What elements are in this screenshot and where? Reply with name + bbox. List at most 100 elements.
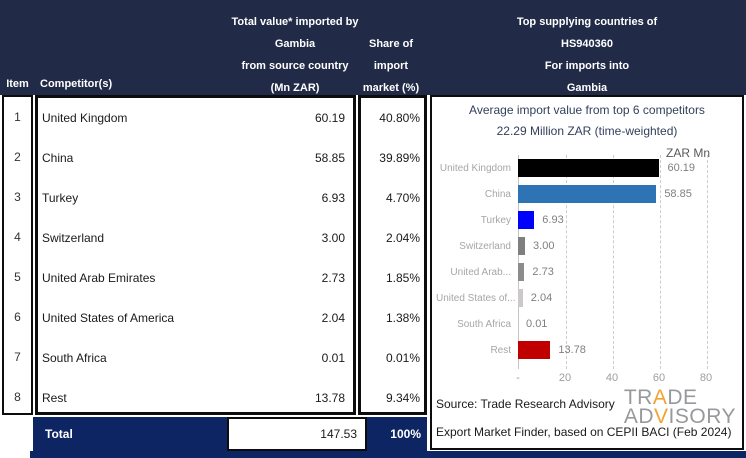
header-line: For imports into bbox=[544, 60, 630, 72]
chart-row: United Kingdom 60.19 bbox=[436, 155, 726, 181]
bar bbox=[518, 237, 526, 255]
bar bbox=[518, 159, 660, 177]
bar-value-label: 2.73 bbox=[532, 266, 554, 278]
share-cell: 1.85% bbox=[385, 271, 420, 285]
value-cell: 60.19 bbox=[314, 111, 345, 125]
table-row: United States of America 2.04 bbox=[38, 298, 353, 338]
competitor-name: United Kingdom bbox=[42, 111, 128, 125]
item-number: 3 bbox=[14, 190, 21, 204]
item-number: 4 bbox=[14, 230, 21, 244]
competitor-name: Rest bbox=[42, 391, 67, 405]
logo-accent-letter: A bbox=[652, 386, 668, 409]
chart-row: United States of... 2.04 bbox=[436, 285, 726, 311]
category-label: Turkey bbox=[480, 214, 511, 226]
gridline bbox=[613, 155, 614, 369]
competitor-name: China bbox=[42, 151, 74, 165]
bar bbox=[518, 341, 551, 359]
share-cell: 4.70% bbox=[385, 191, 420, 205]
item-number: 2 bbox=[14, 150, 21, 164]
bar bbox=[518, 211, 535, 229]
col-header-competitor: Competitor(s) bbox=[40, 78, 113, 90]
logo-line-1: TRADE bbox=[623, 386, 736, 409]
item-number: 6 bbox=[14, 310, 21, 324]
bar-area: 60.19 bbox=[518, 155, 726, 181]
bar-rows: United Kingdom 60.19 China 58.85 Turkey 6.93 S… bbox=[436, 155, 726, 363]
table-row: Rest 13.78 bbox=[38, 378, 353, 412]
chart-row: Switzerland 3.00 bbox=[436, 233, 726, 259]
category-label: China bbox=[484, 188, 511, 200]
share-cell: 40.80% bbox=[379, 111, 420, 125]
category-label: United Kingdom bbox=[439, 162, 511, 174]
header-line: (Mn ZAR) bbox=[270, 82, 320, 94]
bar-value-label: 3.00 bbox=[533, 240, 555, 252]
table-row: United Kingdom 60.19 bbox=[38, 98, 353, 138]
bar-area: 58.85 bbox=[518, 181, 726, 207]
total-label: Total bbox=[33, 417, 227, 451]
chart-panel: Average import value from top 6 competit… bbox=[430, 95, 744, 450]
logo-text: ISORY bbox=[668, 405, 736, 428]
logo-text: AD bbox=[623, 405, 655, 428]
item-column: 1 2 3 4 5 6 7 8 bbox=[2, 95, 33, 415]
chart-row: Rest 13.78 bbox=[436, 337, 726, 363]
bar bbox=[518, 263, 525, 281]
category-label: United States of... bbox=[436, 292, 516, 304]
chart-row: China 58.85 bbox=[436, 181, 726, 207]
header-line: Gambia bbox=[274, 38, 316, 50]
logo-text: TR bbox=[623, 386, 653, 409]
total-share: 100% bbox=[367, 417, 427, 451]
x-axis: - 20 40 60 80 bbox=[516, 371, 726, 385]
competitor-name: United Arab Emirates bbox=[42, 271, 156, 285]
table-row: Switzerland 3.00 bbox=[38, 218, 353, 258]
category-label: United Arab... bbox=[450, 266, 511, 278]
bar-area: 3.00 bbox=[518, 233, 726, 259]
category-label: Switzerland bbox=[459, 240, 511, 252]
header-line: market (%) bbox=[362, 82, 420, 94]
category-label: Rest bbox=[490, 344, 511, 356]
share-cell: 2.04% bbox=[385, 231, 420, 245]
value-cell: 13.78 bbox=[314, 391, 345, 405]
logo-line-2: ADVISORY bbox=[623, 405, 736, 428]
value-cell: 58.85 bbox=[314, 151, 345, 165]
competitor-name: United States of America bbox=[42, 311, 175, 325]
chart-row: Turkey 6.93 bbox=[436, 207, 726, 233]
item-number: 8 bbox=[14, 390, 21, 404]
table-row: South Africa 0.01 bbox=[38, 338, 353, 378]
trade-advisory-logo: TRADE ADVISORY bbox=[623, 386, 736, 428]
chart-subtitle: 22.29 Million ZAR (time-weighted) bbox=[496, 124, 678, 138]
category-label: South Africa bbox=[457, 318, 511, 330]
axis-unit-label: ZAR Mn bbox=[666, 146, 711, 160]
source-line-1: Source: Trade Research Advisory bbox=[436, 397, 615, 411]
chart-row: South Africa 0.01 bbox=[436, 311, 726, 337]
header-line: import bbox=[373, 60, 409, 72]
col-header-total-value: Total value* imported by Gambia from sourc… bbox=[195, 11, 395, 99]
item-number: 7 bbox=[14, 350, 21, 364]
chart-row: United Arab... 2.73 bbox=[436, 259, 726, 285]
source-line-2: Export Market Finder, based on CEPII BAC… bbox=[436, 425, 732, 439]
bar-value-label: 58.85 bbox=[664, 188, 692, 200]
col-header-item: Item bbox=[6, 78, 29, 90]
bar-value-label: 2.04 bbox=[530, 292, 553, 304]
total-value: 147.53 bbox=[227, 417, 367, 451]
item-number: 5 bbox=[14, 270, 21, 284]
logo-accent-letter: V bbox=[654, 405, 669, 428]
header-line: Gambia bbox=[566, 82, 608, 94]
competitor-column: United Kingdom 60.19 China 58.85 Turkey 6.93 S… bbox=[35, 95, 356, 415]
gridline bbox=[566, 155, 567, 369]
bar-value-label: 6.93 bbox=[542, 214, 564, 226]
share-cell: 1.38% bbox=[385, 311, 420, 325]
x-tick-label: 20 bbox=[558, 372, 572, 384]
competitor-name: Turkey bbox=[42, 191, 79, 205]
x-tick-label: - bbox=[516, 372, 520, 384]
header-line: HS940360 bbox=[561, 38, 613, 50]
value-cell: 2.73 bbox=[321, 271, 345, 285]
competitor-name: Switzerland bbox=[42, 231, 105, 245]
bar-area: 2.73 bbox=[518, 259, 726, 285]
bar-value-label: 60.19 bbox=[667, 162, 695, 174]
value-cell: 0.01 bbox=[321, 351, 345, 365]
header-line: Total value* imported by bbox=[231, 16, 359, 28]
gridline bbox=[660, 155, 662, 369]
header-line: Share of bbox=[368, 38, 413, 50]
bar-area: 13.78 bbox=[518, 337, 726, 363]
bar-area: 0.01 bbox=[518, 311, 726, 337]
x-tick-label: 80 bbox=[699, 372, 713, 384]
